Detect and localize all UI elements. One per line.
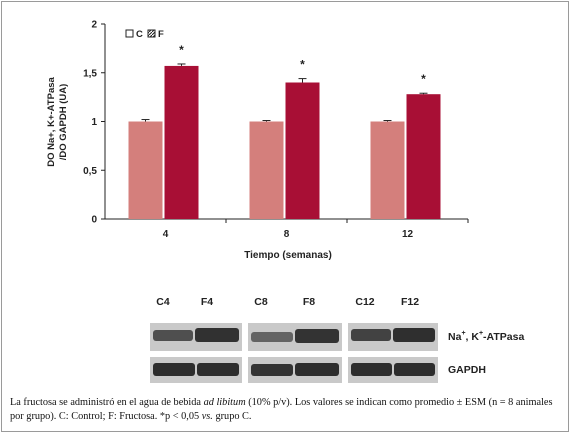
bar-f-4 xyxy=(164,65,199,219)
legend-label-fructose: F xyxy=(158,29,164,40)
legend-swatch-fructose xyxy=(147,29,156,38)
significance-marker-4: * xyxy=(179,43,184,57)
lane-label-f8: F8 xyxy=(303,296,315,308)
band-atpase-c8 xyxy=(251,332,293,342)
bar-f-12 xyxy=(406,94,441,219)
y-tick-label: 2 xyxy=(91,20,97,31)
x-tick-label: 8 xyxy=(284,229,290,240)
band-atpase-c12 xyxy=(351,329,391,341)
lane-label-f4: F4 xyxy=(201,296,213,308)
band-gapdh-c4 xyxy=(153,363,195,376)
gapdh-blot-strips xyxy=(150,357,438,383)
lane-label-f12: F12 xyxy=(401,296,419,308)
protein-label-gapdh: GAPDH xyxy=(448,364,486,376)
y-tick-label: 0,5 xyxy=(83,166,97,177)
western-blot: C4 F4 C8 F8 C12 F12 xyxy=(150,296,524,383)
bar-c-4 xyxy=(128,121,163,219)
y-axis-title-line2: /DO GAPDH (UA) xyxy=(58,84,69,161)
lane-label-c8: C8 xyxy=(254,296,268,308)
atpase-blot-strips xyxy=(150,323,438,351)
x-tick-label: 12 xyxy=(402,229,414,240)
bar-c-12 xyxy=(370,121,405,219)
legend-swatch-control xyxy=(125,29,134,38)
y-tick-label: 0 xyxy=(91,215,97,226)
band-atpase-f12 xyxy=(393,328,435,342)
lane-label-c12: C12 xyxy=(355,296,374,308)
chart-legend: C F xyxy=(125,29,164,40)
chart-bars: * * * xyxy=(128,43,441,219)
significance-marker-12: * xyxy=(421,72,426,86)
x-axis-title: Tiempo (semanas) xyxy=(244,250,332,261)
y-axis-title-line1: DO Na+, K+-ATPasa xyxy=(46,76,57,166)
band-gapdh-f12 xyxy=(394,363,435,376)
bar-f-8 xyxy=(285,82,320,219)
protein-label-atpase: Na+, K+-ATPasa xyxy=(448,330,524,343)
band-gapdh-c12 xyxy=(351,363,392,376)
y-tick-label: 1,5 xyxy=(83,68,97,79)
band-gapdh-f4 xyxy=(197,363,239,376)
y-tick-label: 1 xyxy=(91,117,97,128)
band-atpase-c4 xyxy=(153,330,193,341)
band-gapdh-f8 xyxy=(295,363,339,376)
band-gapdh-c8 xyxy=(251,364,293,376)
band-atpase-f4 xyxy=(195,328,239,342)
lane-label-c4: C4 xyxy=(156,296,170,308)
bar-c-8 xyxy=(249,121,284,219)
x-tick-label: 4 xyxy=(163,229,169,240)
significance-marker-8: * xyxy=(300,58,305,72)
figure-caption: La fructosa se administró en el agua de … xyxy=(10,397,553,422)
band-atpase-f8 xyxy=(295,329,339,343)
legend-label-control: C xyxy=(136,29,143,40)
